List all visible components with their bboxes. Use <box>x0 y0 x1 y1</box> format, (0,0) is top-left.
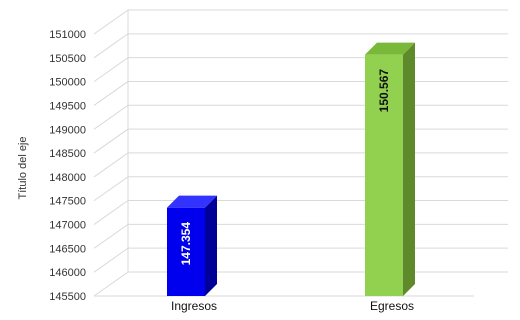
y-tick-label: 146000 <box>49 267 86 279</box>
y-tick-label: 148500 <box>49 148 86 160</box>
y-tick-label: 149500 <box>49 100 86 112</box>
bars: 147.354 150.567 <box>167 42 415 297</box>
gridline-diagonal <box>93 152 129 178</box>
bar-side <box>205 195 217 296</box>
gridline-diagonal <box>93 271 129 297</box>
x-category-label: Egresos <box>370 299 414 313</box>
y-tick-label: 148000 <box>49 172 86 184</box>
gridline-diagonal <box>93 33 129 59</box>
bar-egresos: 150.567 <box>365 42 415 297</box>
gridline-diagonal <box>93 128 129 154</box>
y-tick-label: 149000 <box>49 124 86 136</box>
bar-front <box>365 54 403 297</box>
gridline-diagonal <box>93 57 129 83</box>
data-label: 147.354 <box>179 222 193 266</box>
y-axis-title: Título del eje <box>17 137 29 200</box>
y-tick-label: 151000 <box>49 29 86 41</box>
y-tick-label: 147000 <box>49 220 86 232</box>
gridline-diagonal <box>93 176 129 202</box>
gridline-diagonal <box>93 247 129 273</box>
bar-top <box>167 195 217 208</box>
gridline-diagonal <box>93 9 129 35</box>
y-axis-ticks: 145500 146000 146500 147000 147500 148000 1485… <box>49 29 86 303</box>
gridlines <box>93 9 508 297</box>
y-tick-label: 146500 <box>49 243 86 255</box>
x-axis-categories: Ingresos Egresos <box>171 299 414 313</box>
gridline-diagonal <box>93 200 129 225</box>
y-tick-label: 150000 <box>49 77 86 89</box>
gridline-diagonal <box>93 223 129 249</box>
y-tick-label: 145500 <box>49 291 86 303</box>
gridline-diagonal <box>93 81 129 106</box>
bar-side <box>403 42 415 297</box>
bar-top <box>365 42 415 55</box>
y-tick-label: 147500 <box>49 196 86 208</box>
bar-ingresos: 147.354 <box>167 195 217 296</box>
y-tick-label: 150500 <box>49 53 86 65</box>
x-category-label: Ingresos <box>171 299 217 313</box>
gridline-diagonal <box>93 104 129 130</box>
bar-front <box>167 207 205 296</box>
data-label: 150.567 <box>377 69 391 113</box>
